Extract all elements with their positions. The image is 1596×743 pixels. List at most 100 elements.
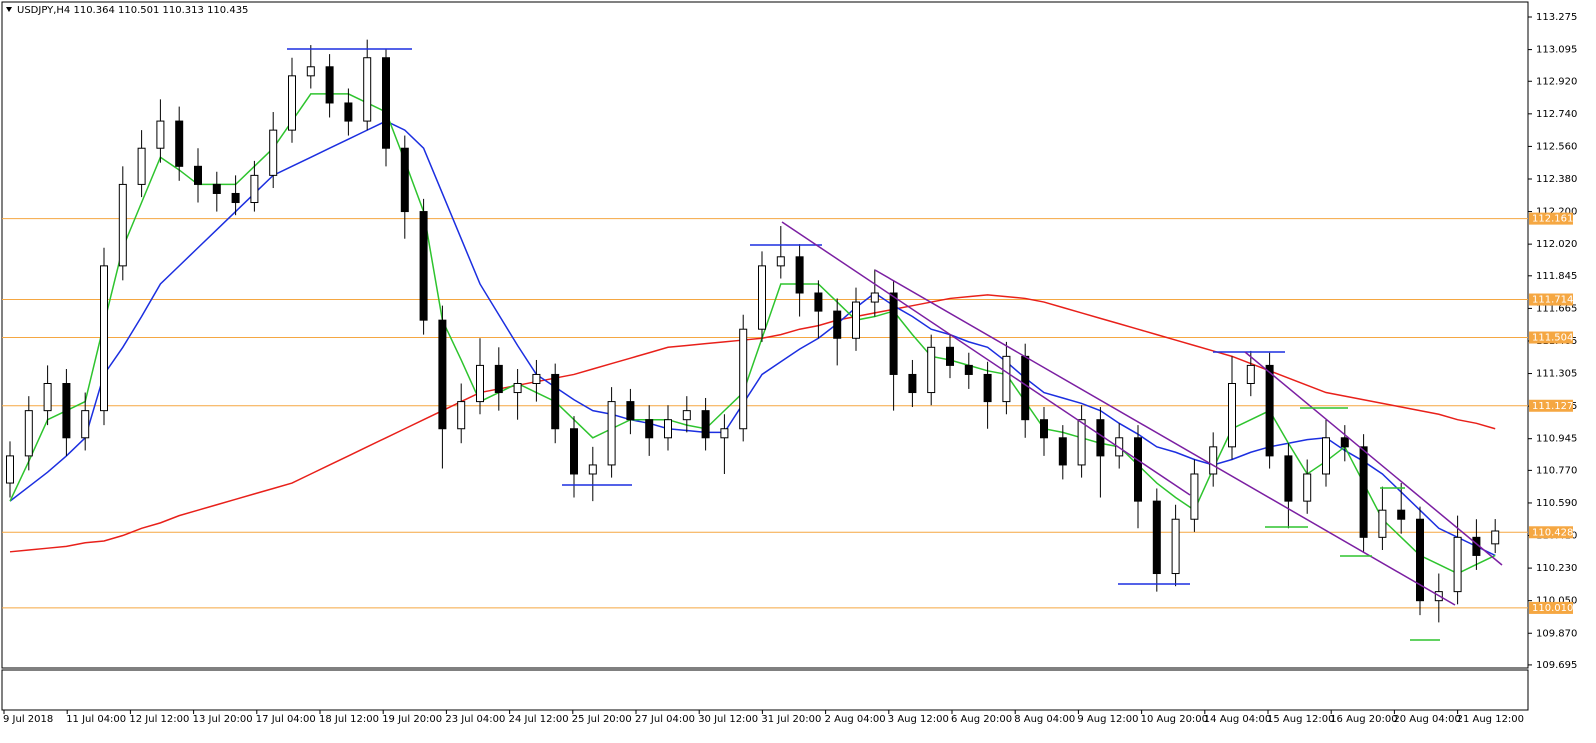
candle-body (1322, 437, 1330, 475)
candle-body (100, 265, 108, 412)
candle-body (1021, 355, 1030, 421)
x-tick-label: 25 Jul 20:00 (572, 714, 632, 725)
candle-body (194, 165, 202, 185)
x-tick-label: 27 Jul 04:00 (635, 714, 695, 725)
candle-body (551, 373, 560, 430)
candle-body (1378, 509, 1387, 538)
x-tick-label: 9 Aug 12:00 (1077, 714, 1138, 725)
candle-body (1303, 473, 1312, 502)
candle-body (607, 401, 616, 466)
candle-body (1359, 446, 1368, 538)
candle-body (1491, 530, 1500, 545)
candle-body (1058, 437, 1067, 466)
candle-body (269, 129, 278, 176)
level-label-box (1529, 331, 1573, 344)
level-label-box (1529, 212, 1573, 225)
y-tick-label: 110.590 (1536, 498, 1577, 509)
candle-body (43, 382, 52, 412)
level-label: 110.428 (1532, 527, 1573, 538)
x-tick-label: 14 Aug 04:00 (1204, 714, 1271, 725)
x-tick-label: 11 Jul 04:00 (66, 714, 126, 725)
y-tick-label: 112.920 (1536, 76, 1577, 87)
x-tick-label: 24 Jul 12:00 (509, 714, 569, 725)
y-tick-label: 112.560 (1536, 141, 1577, 152)
candle-body (457, 401, 466, 430)
candle-body (156, 120, 165, 149)
candle-body (1040, 419, 1048, 439)
level-label-box (1529, 399, 1573, 412)
chart-title: USDJPY,H4 110.364 110.501 110.313 110.43… (17, 5, 248, 16)
candle-body (1265, 364, 1274, 457)
y-tick-label: 109.870 (1536, 628, 1577, 639)
level-label-box (1529, 526, 1573, 539)
main-pane (1, 1, 1529, 669)
x-tick-label: 12 Jul 12:00 (129, 714, 189, 725)
trend-line (781, 221, 1191, 496)
x-tick-label: 16 Aug 20:00 (1330, 714, 1397, 725)
level-label-box (1529, 601, 1573, 614)
y-tick-label: 110.230 (1536, 563, 1577, 574)
candle-body (983, 373, 992, 403)
x-tick-label: 9 Jul 2018 (3, 714, 53, 725)
candle-body (570, 428, 578, 475)
candle-body (927, 346, 936, 394)
candle-body (344, 102, 353, 122)
candle-body (1397, 509, 1406, 520)
candle-body (1096, 419, 1105, 457)
candle-body (964, 364, 973, 375)
candle-body (1134, 437, 1142, 502)
level-label: 111.504 (1532, 333, 1573, 344)
candle-body (288, 75, 296, 131)
candle-body (852, 301, 860, 339)
level-label: 112.161 (1532, 214, 1573, 225)
candle-body (889, 292, 898, 375)
moving-average (9, 93, 1496, 575)
trend-line (1244, 351, 1503, 566)
x-tick-label: 17 Jul 04:00 (256, 714, 316, 725)
x-tick-label: 8 Aug 04:00 (1014, 714, 1075, 725)
candle-body (419, 211, 428, 321)
sub-pane (1, 669, 1529, 711)
candle-body (62, 382, 71, 439)
y-tick-label: 112.200 (1536, 207, 1577, 218)
level-label-box (1529, 293, 1573, 306)
candle-body (908, 373, 917, 394)
candle-body (1340, 437, 1349, 448)
x-tick-label: 18 Jul 12:00 (319, 714, 379, 725)
candle-body (513, 382, 522, 394)
candle-body (1190, 473, 1199, 520)
level-label: 111.714 (1532, 295, 1573, 306)
y-tick-label: 113.095 (1536, 45, 1577, 56)
x-tick-label: 19 Jul 20:00 (382, 714, 442, 725)
y-tick-label: 113.275 (1536, 12, 1577, 23)
candle-body (231, 192, 240, 204)
candle-body (363, 57, 372, 122)
candle-body (81, 410, 90, 439)
candle-body (438, 319, 447, 430)
candle-body (776, 256, 785, 267)
candle-body (682, 410, 691, 421)
candle-body (664, 419, 672, 439)
candle-body (476, 364, 484, 403)
candle-body (494, 364, 503, 394)
candle-body (814, 292, 823, 312)
x-tick-label: 6 Aug 20:00 (951, 714, 1012, 725)
candle-body (1246, 364, 1255, 384)
candle-body (1416, 518, 1424, 602)
candle-body (6, 455, 14, 484)
candle-body (645, 419, 654, 439)
candle-body (532, 373, 541, 384)
x-tick-label: 21 Aug 12:00 (1457, 714, 1524, 725)
menu-arrow[interactable] (6, 7, 12, 12)
x-tick-label: 13 Jul 20:00 (193, 714, 253, 725)
candle-body (758, 265, 766, 330)
x-tick-label: 15 Aug 12:00 (1267, 714, 1334, 725)
y-tick-label: 110.050 (1536, 596, 1577, 607)
y-tick-label: 110.770 (1536, 465, 1577, 476)
y-tick-label: 111.845 (1536, 271, 1577, 282)
candle-body (946, 346, 954, 366)
y-tick-label: 110.945 (1536, 434, 1577, 445)
y-tick-label: 111.305 (1536, 369, 1577, 380)
